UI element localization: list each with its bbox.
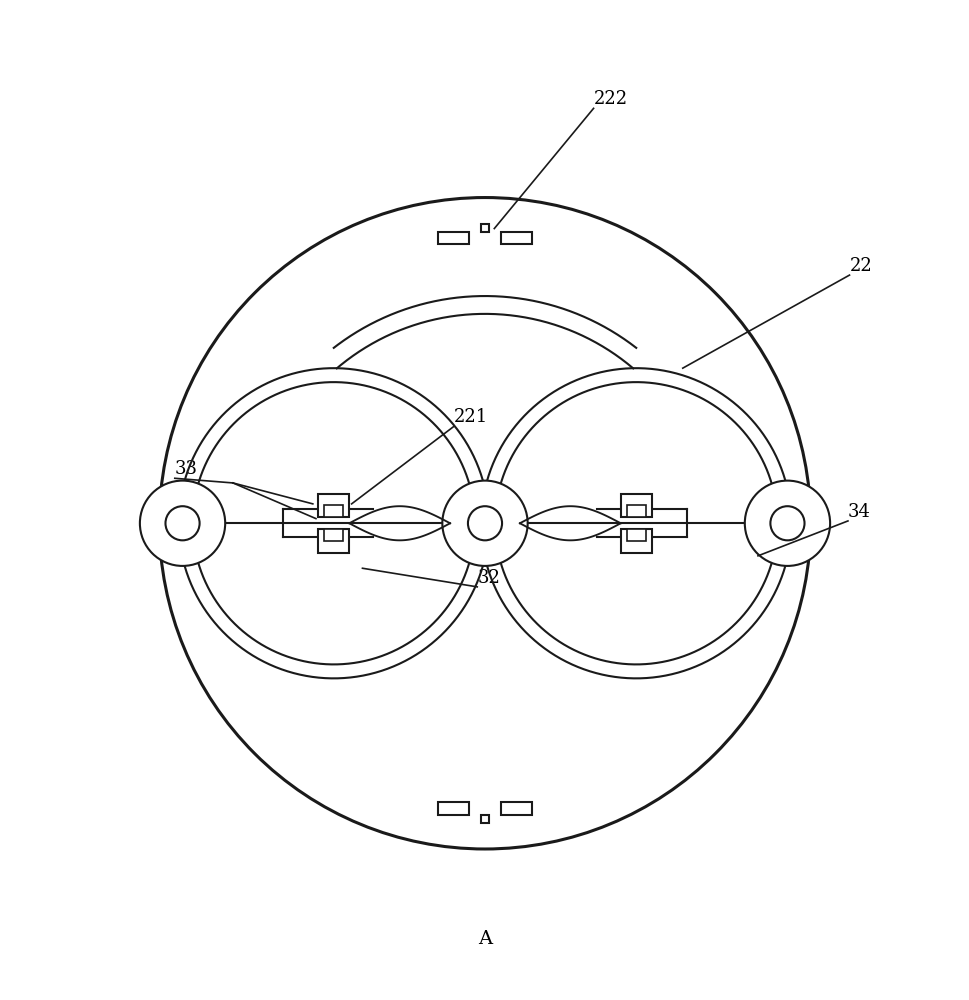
Bar xyxy=(318,494,349,517)
Bar xyxy=(481,815,488,823)
Bar xyxy=(481,224,488,232)
Bar xyxy=(318,529,349,553)
Bar xyxy=(324,529,343,541)
Text: A: A xyxy=(478,930,491,948)
Bar xyxy=(626,505,645,517)
Bar xyxy=(620,529,651,553)
Bar xyxy=(500,802,531,815)
Text: 34: 34 xyxy=(847,503,870,521)
Text: 221: 221 xyxy=(453,408,487,426)
Circle shape xyxy=(442,481,527,566)
Circle shape xyxy=(744,481,829,566)
Bar xyxy=(438,232,469,244)
Text: 222: 222 xyxy=(593,90,627,108)
Bar xyxy=(438,802,469,815)
Bar xyxy=(626,529,645,541)
Text: 33: 33 xyxy=(174,460,198,478)
Text: 32: 32 xyxy=(477,569,500,587)
Circle shape xyxy=(140,481,225,566)
Bar xyxy=(500,232,531,244)
Bar xyxy=(620,494,651,517)
Bar xyxy=(324,505,343,517)
Text: 22: 22 xyxy=(849,257,871,275)
